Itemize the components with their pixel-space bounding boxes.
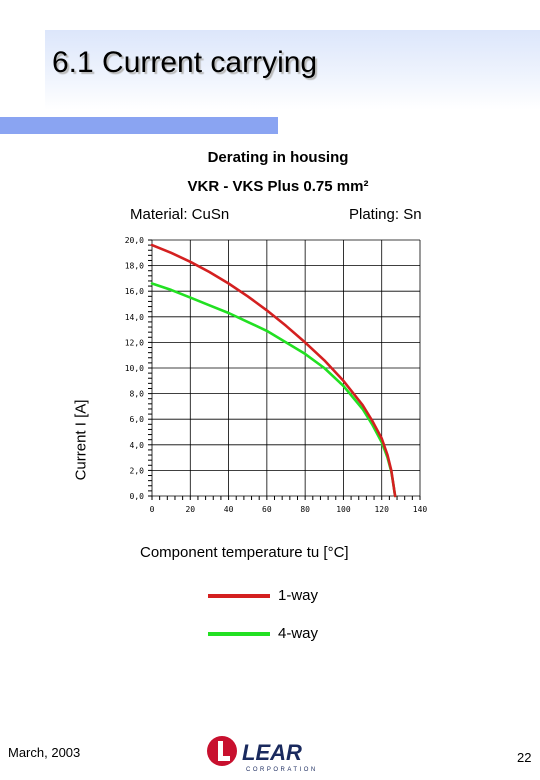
material-annotation: Material: CuSn: [130, 206, 230, 223]
footer-date: March, 2003: [8, 745, 81, 760]
series-line-1-way: [150, 243, 397, 498]
y-tick-label: 0,0: [130, 492, 145, 501]
logo-l-stem: [218, 741, 223, 761]
y-tick-label: 10,0: [125, 364, 144, 373]
legend-label-1-way: 1-way: [278, 587, 319, 604]
legend-swatch-1-way: [208, 594, 270, 598]
chart-title: Derating in housing: [207, 149, 349, 166]
y-tick-label: 4,0: [130, 441, 145, 450]
y-tick-label: 6,0: [130, 415, 145, 424]
chart-subtitle: VKR - VKS Plus 0.75 mm²: [187, 178, 369, 195]
y-tick-label: 16,0: [125, 287, 144, 296]
x-tick-label: 120: [374, 505, 389, 514]
x-tick-label: 0: [150, 505, 155, 514]
x-tick-label: 40: [224, 505, 234, 514]
y-tick-label: 12,0: [125, 338, 144, 347]
x-tick-label: 80: [300, 505, 310, 514]
y-tick-label: 14,0: [125, 313, 144, 322]
page-title: 6.1 Current carrying: [52, 46, 318, 79]
lear-logo: LEAR CORPORATION: [207, 736, 318, 773]
x-tick-label: 140: [413, 505, 428, 514]
legend-swatch-4-way: [208, 632, 270, 636]
logo-subtext: CORPORATION: [246, 767, 318, 773]
header-band: [45, 30, 540, 110]
logo-l-foot: [218, 756, 230, 761]
x-tick-label: 100: [336, 505, 351, 514]
y-tick-label: 8,0: [130, 390, 145, 399]
y-tick-label: 18,0: [125, 262, 144, 271]
x-axis-label: Component temperature tu [°C]: [140, 544, 349, 561]
plating-annotation: Plating: Sn: [349, 206, 422, 223]
y-axis-label: Current I [A]: [72, 399, 90, 481]
legend-label-4-way: 4-way: [278, 625, 319, 642]
page-number: 22: [517, 750, 532, 765]
accent-bar: [0, 117, 278, 134]
y-tick-label: 2,0: [130, 466, 145, 475]
x-tick-label: 60: [262, 505, 272, 514]
logo-wordmark: LEAR: [242, 740, 302, 765]
x-tick-label: 20: [185, 505, 195, 514]
y-tick-label: 20,0: [125, 236, 144, 245]
